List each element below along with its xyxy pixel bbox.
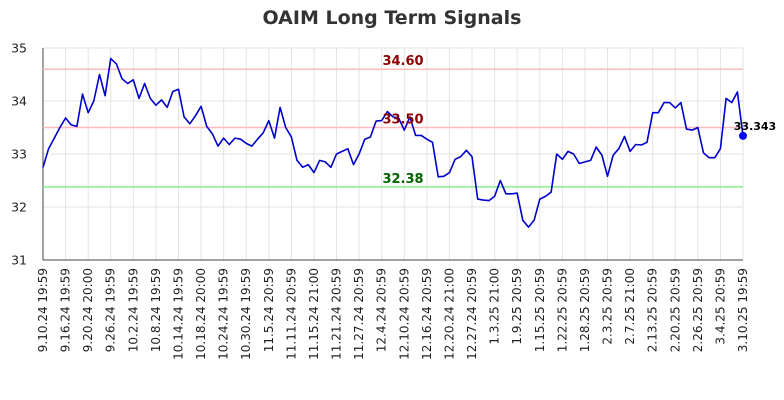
x-tick-label: 9.10.24 19:59 bbox=[36, 268, 50, 352]
x-tick-label: 11.21.24 20:59 bbox=[330, 268, 344, 360]
reference-line-label: 32.38 bbox=[382, 172, 423, 187]
chart-title: OAIM Long Term Signals bbox=[262, 7, 522, 29]
x-tick-label: 10.30.24 19:59 bbox=[239, 268, 253, 360]
y-tick-label: 35 bbox=[11, 41, 27, 56]
x-tick-label: 12.10.24 20:59 bbox=[397, 268, 411, 360]
x-tick-label: 2.3.25 20:59 bbox=[601, 268, 615, 345]
x-tick-label: 11.15.24 21:00 bbox=[307, 268, 321, 360]
x-tick-label: 1.3.25 21:00 bbox=[488, 268, 502, 345]
y-tick-label: 32 bbox=[11, 200, 27, 215]
x-tick-label: 9.26.24 19:59 bbox=[104, 268, 118, 352]
x-tick-label: 1.22.25 20:59 bbox=[555, 268, 569, 352]
y-tick-label: 34 bbox=[11, 94, 27, 109]
x-tick-label: 2.13.25 20:59 bbox=[646, 268, 660, 352]
x-tick-label: 10.8.24 19:59 bbox=[149, 268, 163, 352]
y-tick-label: 33 bbox=[11, 147, 27, 162]
x-tick-label: 9.16.24 19:59 bbox=[59, 268, 73, 352]
x-tick-label: 2.26.25 20:59 bbox=[691, 268, 705, 352]
x-tick-label: 12.27.24 20:59 bbox=[465, 268, 479, 360]
x-tick-label: 1.15.25 20:59 bbox=[533, 268, 547, 352]
x-tick-label: 12.16.24 20:59 bbox=[420, 268, 434, 360]
x-tick-label: 2.7.25 21:00 bbox=[623, 268, 637, 345]
last-point-marker bbox=[739, 131, 747, 140]
x-tick-label: 1.9.25 20:59 bbox=[510, 268, 524, 345]
x-tick-label: 10.2.24 19:59 bbox=[126, 268, 140, 352]
x-tick-label: 1.28.25 20:59 bbox=[578, 268, 592, 352]
x-tick-label: 11.27.24 20:59 bbox=[352, 268, 366, 360]
x-tick-label: 10.14.24 19:59 bbox=[171, 268, 185, 360]
x-tick-label: 11.5.24 20:59 bbox=[262, 268, 276, 352]
x-tick-label: 10.18.24 20:00 bbox=[194, 268, 208, 360]
x-tick-label: 11.11.24 20:59 bbox=[284, 268, 298, 360]
reference-line-label: 33.50 bbox=[382, 113, 423, 128]
x-tick-label: 12.20.24 21:00 bbox=[442, 268, 456, 360]
reference-line-label: 34.60 bbox=[382, 54, 423, 69]
x-tick-label: 9.20.24 20:00 bbox=[81, 268, 95, 352]
x-tick-label: 12.4.24 20:59 bbox=[375, 268, 389, 352]
series-line bbox=[42, 57, 744, 228]
y-tick-label: 31 bbox=[11, 253, 27, 268]
x-tick-label: 2.20.25 20:59 bbox=[668, 268, 682, 352]
x-tick-label: 3.4.25 20:59 bbox=[713, 268, 727, 345]
last-value-label: 33.343 bbox=[734, 120, 776, 133]
x-tick-label: 10.24.24 19:59 bbox=[217, 268, 231, 360]
x-tick-label: 3.10.25 19:59 bbox=[736, 268, 750, 352]
